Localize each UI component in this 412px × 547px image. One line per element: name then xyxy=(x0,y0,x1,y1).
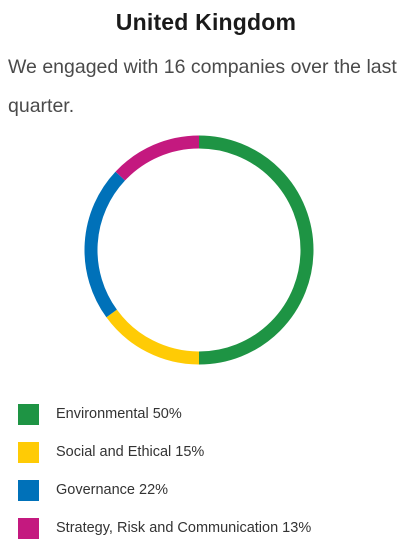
donut-slice-social-and-ethical xyxy=(106,309,200,365)
legend-item: Social and Ethical 15% xyxy=(18,433,408,471)
legend-swatch xyxy=(18,441,39,463)
legend-swatch xyxy=(18,517,39,539)
chart-legend: Environmental 50% Social and Ethical 15% G… xyxy=(18,395,408,547)
legend-item: Strategy, Risk and Communication 13% xyxy=(18,509,408,547)
donut-chart-svg xyxy=(84,135,314,365)
legend-label: Governance 22% xyxy=(56,482,169,498)
legend-swatch xyxy=(18,403,39,425)
donut-chart xyxy=(0,120,412,380)
intro-text: We engaged with 16 companies over the la… xyxy=(8,56,397,117)
legend-label: Social and Ethical 15% xyxy=(56,444,205,460)
legend-item: Environmental 50% xyxy=(18,395,408,433)
legend-label: Strategy, Risk and Communication 13% xyxy=(56,520,312,536)
donut-slice-strategy-risk-and-communication xyxy=(115,135,200,181)
page-title: United Kingdom xyxy=(115,9,297,35)
donut-slice-governance xyxy=(84,171,126,318)
donut-slice-environmental xyxy=(198,135,314,365)
legend-label: Environmental 50% xyxy=(56,406,182,422)
legend-swatch xyxy=(18,479,39,501)
legend-item: Governance 22% xyxy=(18,471,408,509)
